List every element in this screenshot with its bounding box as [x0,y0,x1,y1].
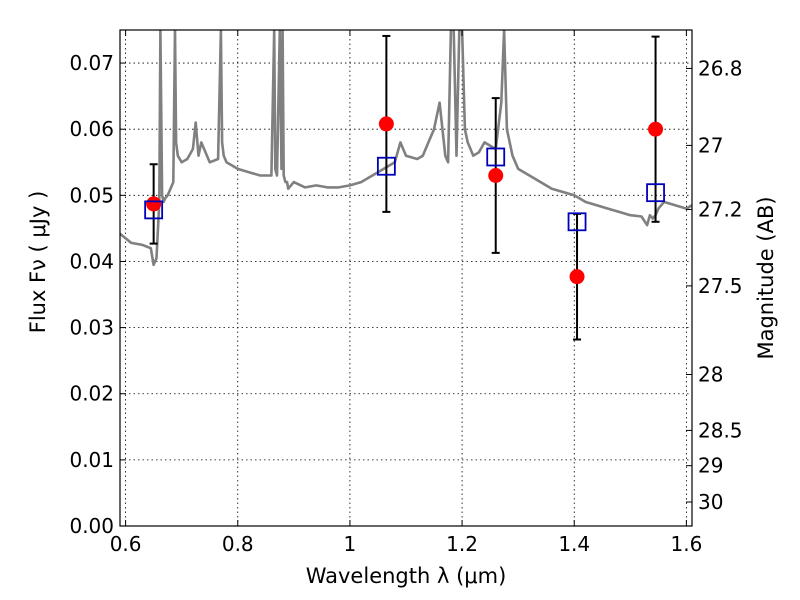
model-photometry-square [144,200,164,220]
x-tick-label: 1.4 [558,532,590,556]
y2-tick-label: 27 [698,133,723,157]
plot-frame [119,29,693,527]
y-tick-label: 0.05 [69,183,114,207]
y2-tick-label: 28.5 [698,418,743,442]
x-tick-label: 1.2 [446,532,478,556]
model-photometry-square [646,183,665,203]
y2-tick-label: 29 [698,454,723,478]
x-tick-label: 1 [344,532,357,556]
observed-flux-point [569,269,585,285]
y2-axis-label: Magnitude (AB) [754,196,778,359]
observed-flux-point [378,116,394,132]
x-axis-label: Wavelength λ (μm) [306,564,507,588]
model-photometry-square [376,156,396,176]
x-tick-label: 1.6 [670,532,702,556]
y-tick-label: 0.02 [69,382,114,406]
y2-tick-label: 30 [698,490,723,514]
y2-tick-label: 28 [698,362,723,386]
plot-area [120,30,692,341]
observed-flux-point [146,196,162,212]
y-tick-label: 0.06 [69,117,114,141]
observed-flux-point [488,167,504,183]
y-axis-label: Flux Fν ( μJy ) [26,191,50,334]
x-tick-label: 0.8 [222,532,254,556]
axes: 0.6 0.8 1 1.2 1.4 1.6 0.00 0.01 0.02 0.03 0.04 0.05… [69,30,743,556]
model-photometry-square [486,147,506,167]
y-tick-label: 0.00 [69,514,114,538]
y-tick-label: 0.03 [69,316,114,340]
observed-flux-point [648,121,664,137]
template-spectrum-line [120,30,692,267]
y2-tick-label: 26.8 [698,56,743,80]
model-photometry-square [567,212,587,232]
y2-tick-label: 27.2 [698,197,743,221]
y-tick-label: 0.01 [69,448,114,472]
y-tick-label: 0.07 [69,51,114,75]
x-tick-label: 0.6 [110,532,142,556]
y-tick-label: 0.04 [69,249,114,273]
y2-tick-label: 27.5 [698,274,743,298]
